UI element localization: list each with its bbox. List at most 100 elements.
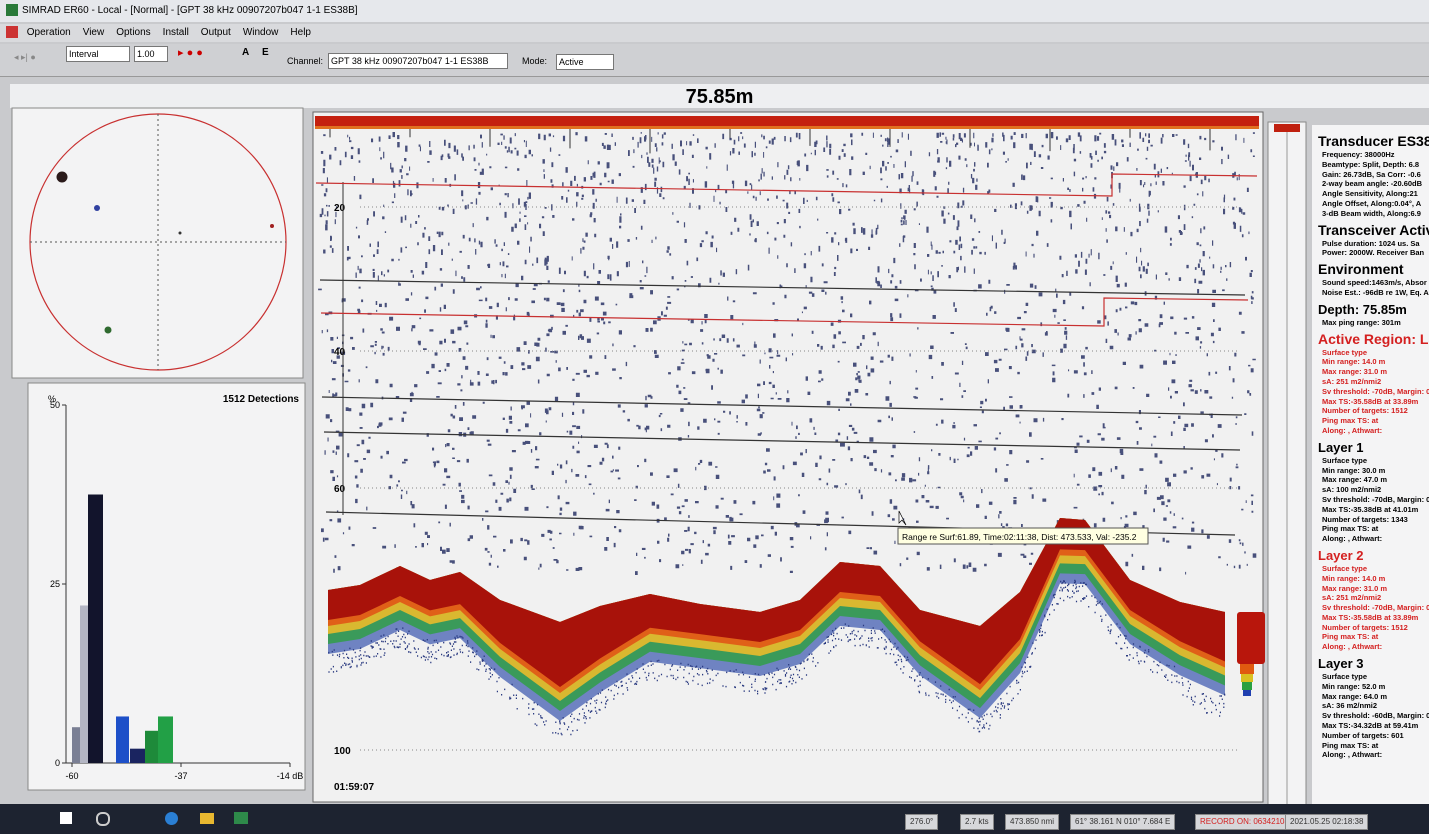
info-line: Max TS:-34.32dB at 59.41m — [1312, 721, 1429, 731]
info-line: Sv threshold: -70dB, Margin: 0.5m — [1312, 387, 1429, 397]
info-line: Min range: 30.0 m — [1312, 466, 1429, 476]
info-line: Min range: 14.0 m — [1312, 574, 1429, 584]
info-line: Sv threshold: -70dB, Margin: 0.5m — [1312, 603, 1429, 613]
section-title: Active Region: Layer 2 — [1312, 331, 1429, 348]
info-line: Along: , Athwart: — [1312, 642, 1429, 652]
info-line: sA: 251 m2/nmi2 — [1312, 377, 1429, 387]
info-line: Max range: 31.0 m — [1312, 367, 1429, 377]
y-tick-label: 25 — [50, 579, 60, 589]
er60-task[interactable] — [234, 812, 248, 824]
scale-blob — [1242, 682, 1252, 690]
info-line: Along: , Athwart: — [1312, 750, 1429, 760]
histogram-bar — [116, 716, 129, 763]
info-line: Along: , Athwart: — [1312, 534, 1429, 544]
target-dot — [270, 224, 274, 228]
info-line: sA: 100 m2/nmi2 — [1312, 485, 1429, 495]
status-item: 61° 38.161 N 010° 7.684 E — [1070, 814, 1175, 830]
depth-label: 40 — [334, 347, 346, 358]
target-dot — [179, 232, 182, 235]
info-line: Max TS:-35.38dB at 41.01m — [1312, 505, 1429, 515]
target-dot — [94, 205, 100, 211]
er60-screen: SIMRAD ER60 - Local - [Normal] - [GPT 38… — [0, 0, 1429, 834]
scale-top — [1274, 124, 1300, 132]
section-title: Layer 1 — [1312, 439, 1429, 456]
x-tick-label: -37 — [174, 771, 187, 781]
section-title: Transducer ES38B — [1312, 133, 1429, 150]
info-line: Number of targets: 1512 — [1312, 406, 1429, 416]
info-line: Frequency: 38000Hz — [1312, 150, 1429, 160]
info-line: Max range: 31.0 m — [1312, 584, 1429, 594]
info-line: Surface type — [1312, 456, 1429, 466]
status-item: 2.7 kts — [960, 814, 994, 830]
target-dot — [105, 327, 112, 334]
search-button[interactable] — [96, 812, 110, 826]
y-unit: % — [48, 394, 56, 404]
section-title: Environment — [1312, 261, 1429, 278]
info-line: Max ping range: 301m — [1312, 318, 1429, 328]
info-line: Min range: 14.0 m — [1312, 357, 1429, 367]
histogram-title: 1512 Detections — [223, 394, 300, 405]
x-tick-label: -60 — [65, 771, 78, 781]
info-line: Max TS:-35.58dB at 33.89m — [1312, 613, 1429, 623]
info-line: Max range: 47.0 m — [1312, 475, 1429, 485]
info-line: Ping max TS: at — [1312, 632, 1429, 642]
info-line: Number of targets: 601 — [1312, 731, 1429, 741]
status-item: RECORD ON: 06342108 — [1195, 814, 1294, 830]
info-line: Surface type — [1312, 564, 1429, 574]
info-line: Number of targets: 1512 — [1312, 623, 1429, 633]
info-line: Max range: 64.0 m — [1312, 692, 1429, 702]
info-line: Angle Offset, Along:0.04°, A — [1312, 199, 1429, 209]
info-line: Angle Sensitivity, Along:21 — [1312, 189, 1429, 199]
histogram-bar — [158, 716, 173, 763]
info-line: Min range: 52.0 m — [1312, 682, 1429, 692]
info-line: Ping max TS: at — [1312, 741, 1429, 751]
histogram-bar — [145, 731, 159, 763]
info-line: Surface type — [1312, 348, 1429, 358]
info-line: Sound speed:1463m/s, Absor — [1312, 278, 1429, 288]
status-item: 276.0° — [905, 814, 938, 830]
info-panel: Transducer ES38BFrequency: 38000HzBeamty… — [1312, 125, 1429, 820]
start-time: 01:59:07 — [334, 782, 374, 793]
scale-blob — [1241, 674, 1253, 682]
info-line: Ping max TS: at — [1312, 416, 1429, 426]
info-line: 3-dB Beam width, Along:6.9 — [1312, 209, 1429, 219]
info-line: 2-way beam angle: -20.60dB — [1312, 179, 1429, 189]
info-line: Sv threshold: -70dB, Margin: 0.0m — [1312, 495, 1429, 505]
section-title: Layer 2 — [1312, 547, 1429, 564]
section-title: Layer 3 — [1312, 655, 1429, 672]
y-tick-label: 0 — [55, 758, 60, 768]
section-title: Transceiver Active — [1312, 222, 1429, 239]
status-item: 2021.05.25 02:18:38 — [1285, 814, 1368, 830]
info-line: Power: 2000W. Receiver Ban — [1312, 248, 1429, 258]
info-line: sA: 36 m2/nmi2 — [1312, 701, 1429, 711]
info-line: Pulse duration: 1024 us. Sa — [1312, 239, 1429, 249]
start-button[interactable] — [60, 812, 72, 824]
scale-blob — [1237, 612, 1265, 664]
histogram-bar — [130, 749, 145, 763]
graphics: 1512 Detections02550%-60-37-14 dB 204060… — [0, 0, 1429, 834]
x-tick-label: -14 dB — [277, 771, 304, 781]
angle-panel — [12, 108, 303, 378]
info-line: sA: 251 m2/nmi2 — [1312, 593, 1429, 603]
depth-label: 100 — [334, 746, 351, 757]
info-line: Number of targets: 1343 — [1312, 515, 1429, 525]
info-line: Beamtype: Split, Depth: 6.8 — [1312, 160, 1429, 170]
surface-band-edge — [315, 126, 1259, 129]
info-line: Ping max TS: at — [1312, 524, 1429, 534]
info-line: Noise Est.: -96dB re 1W, Eq. A — [1312, 288, 1429, 298]
info-line: Gain: 26.73dB, Sa Corr: -0.6 — [1312, 170, 1429, 180]
explorer-icon[interactable] — [200, 813, 214, 824]
depth-label: 20 — [334, 203, 346, 214]
info-line: Sv threshold: -60dB, Margin: 0.5m — [1312, 711, 1429, 721]
edge-icon[interactable] — [165, 812, 178, 825]
target-dot — [57, 172, 68, 183]
status-item: 473.850 nmi — [1005, 814, 1059, 830]
tooltip: Range re Surf:61.89, Time:02:11:38, Dist… — [902, 532, 1137, 542]
info-line: Max TS:-35.58dB at 33.89m — [1312, 397, 1429, 407]
depth-label: 60 — [334, 484, 346, 495]
info-line: Surface type — [1312, 672, 1429, 682]
scale-blob — [1240, 664, 1254, 674]
echogram-panel — [313, 112, 1263, 802]
info-line: Along: , Athwart: — [1312, 426, 1429, 436]
histogram-bar — [88, 495, 103, 764]
